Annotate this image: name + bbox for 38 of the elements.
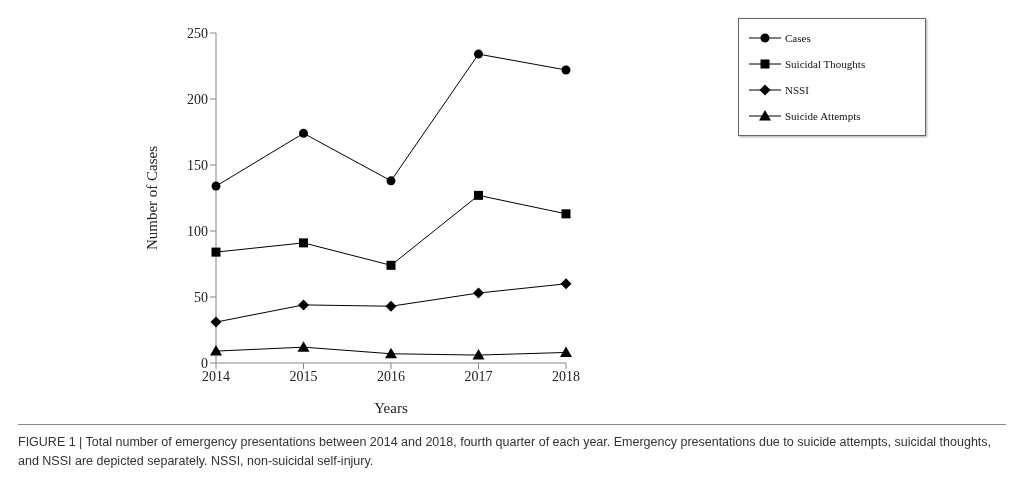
point (210, 316, 222, 328)
legend-label: Cases (785, 31, 811, 46)
point (385, 347, 397, 359)
point (210, 345, 222, 356)
point (561, 65, 571, 75)
point (474, 190, 483, 200)
point (474, 49, 483, 59)
x-tick-label: 2016 (377, 368, 405, 384)
legend-label: Suicidal Thoughts (785, 57, 866, 72)
point (472, 349, 485, 360)
point (560, 346, 572, 357)
legend-label: NSSI (785, 83, 809, 98)
point (385, 300, 397, 312)
x-tick-label: 2017 (464, 368, 493, 384)
x-tick-label: 2018 (552, 368, 580, 384)
legend-label: Suicide Attempts (785, 109, 861, 124)
point (299, 128, 308, 138)
y-tick-label: 50 (194, 289, 208, 305)
point (386, 176, 396, 186)
point (211, 247, 221, 257)
point (560, 278, 572, 290)
point (386, 260, 396, 270)
x-tick-label: 2015 (289, 368, 318, 384)
y-tick-label: 250 (187, 25, 208, 41)
point (297, 341, 310, 352)
point (298, 299, 309, 311)
point (561, 209, 571, 219)
x-axis-title: Years (374, 400, 408, 416)
point (299, 238, 308, 248)
y-tick-label: 0 (201, 355, 208, 371)
y-tick-label: 100 (187, 223, 208, 239)
y-axis-title: Number of Cases (144, 145, 161, 251)
point (473, 287, 484, 299)
y-tick-label: 200 (187, 91, 208, 107)
point (211, 181, 221, 191)
x-tick-label: 2014 (202, 368, 230, 384)
caption: FIGURE 1 | Total number of emergency presentations between 2014 and 2018, fourth quarter of each year. Emergency presentations due to suicide attempts, suicidal thoughts, and NSSI are depicted separately. NSSI, non-suicidal self-injury. (18, 424, 1006, 471)
y-tick-label: 150 (187, 157, 208, 173)
